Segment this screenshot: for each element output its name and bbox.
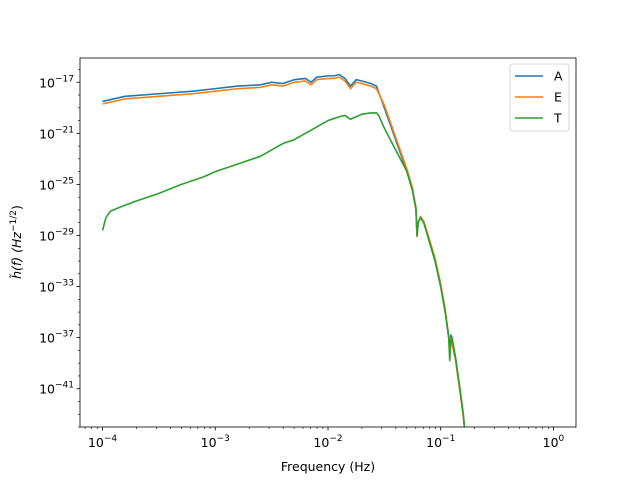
x-tick-label-exponent: −4 [104, 434, 118, 444]
y-tick-label-base: 10 [39, 331, 55, 346]
y-tick-label-exponent: −21 [55, 125, 74, 135]
legend-label-a: A [554, 69, 563, 84]
x-tick-label-base: 10 [88, 435, 104, 450]
y-tick-label-base: 10 [39, 126, 55, 141]
series-line-t [101, 112, 466, 427]
y-tick-label: 10−25 [39, 176, 74, 192]
x-tick-label-base: 10 [543, 435, 559, 450]
series-layer [101, 73, 466, 427]
y-axis-title-main: h̃(f) (Hz [9, 232, 24, 279]
y-tick-label-base: 10 [39, 75, 55, 90]
y-tick-label-exponent: −25 [55, 176, 74, 186]
legend-label-t: T [553, 111, 562, 126]
y-tick-label-exponent: −41 [55, 381, 74, 391]
y-tick-label-exponent: −17 [55, 74, 74, 84]
x-tick-label-base: 10 [313, 435, 329, 450]
y-tick-label-exponent: −37 [55, 330, 74, 340]
x-tick-label-base: 10 [426, 435, 442, 450]
y-tick-label: 10−37 [39, 330, 74, 346]
y-tick-label: 10−33 [39, 279, 74, 295]
x-tick-label-exponent: −2 [329, 434, 342, 444]
x-tick-label: 100 [543, 434, 565, 450]
y-tick-label-base: 10 [39, 382, 55, 397]
y-axis-title: h̃(f) (Hz−1/2) [9, 205, 24, 279]
x-tick-label-exponent: 0 [559, 434, 565, 444]
y-axis-title-sup: −1/2 [9, 210, 19, 232]
x-tick-label: 10−4 [88, 434, 117, 450]
y-tick-label-base: 10 [39, 228, 55, 243]
x-tick-label: 10−2 [313, 434, 342, 450]
y-tick-label: 10−41 [39, 381, 74, 397]
y-tick-label: 10−29 [39, 227, 74, 243]
x-axis-title: Frequency (Hz) [281, 459, 375, 474]
legend-label-e: E [554, 90, 562, 105]
x-tick-label-base: 10 [201, 435, 217, 450]
y-tick-label: 10−17 [39, 74, 74, 90]
x-tick-label: 10−3 [201, 434, 230, 450]
x-tick-label: 10−1 [426, 434, 455, 450]
x-tick-label-exponent: −3 [217, 434, 230, 444]
x-tick-label-exponent: −1 [442, 434, 455, 444]
x-axis: 10−4 10−3 10−2 10−1 100 [84, 427, 565, 450]
y-tick-label-base: 10 [39, 177, 55, 192]
legend: AET [509, 63, 570, 132]
y-tick-label: 10−21 [39, 125, 74, 141]
y-tick-label-exponent: −33 [55, 279, 74, 289]
y-tick-label-base: 10 [39, 280, 55, 295]
y-tick-label-exponent: −29 [55, 227, 74, 237]
y-axis-title-close: ) [9, 205, 24, 210]
